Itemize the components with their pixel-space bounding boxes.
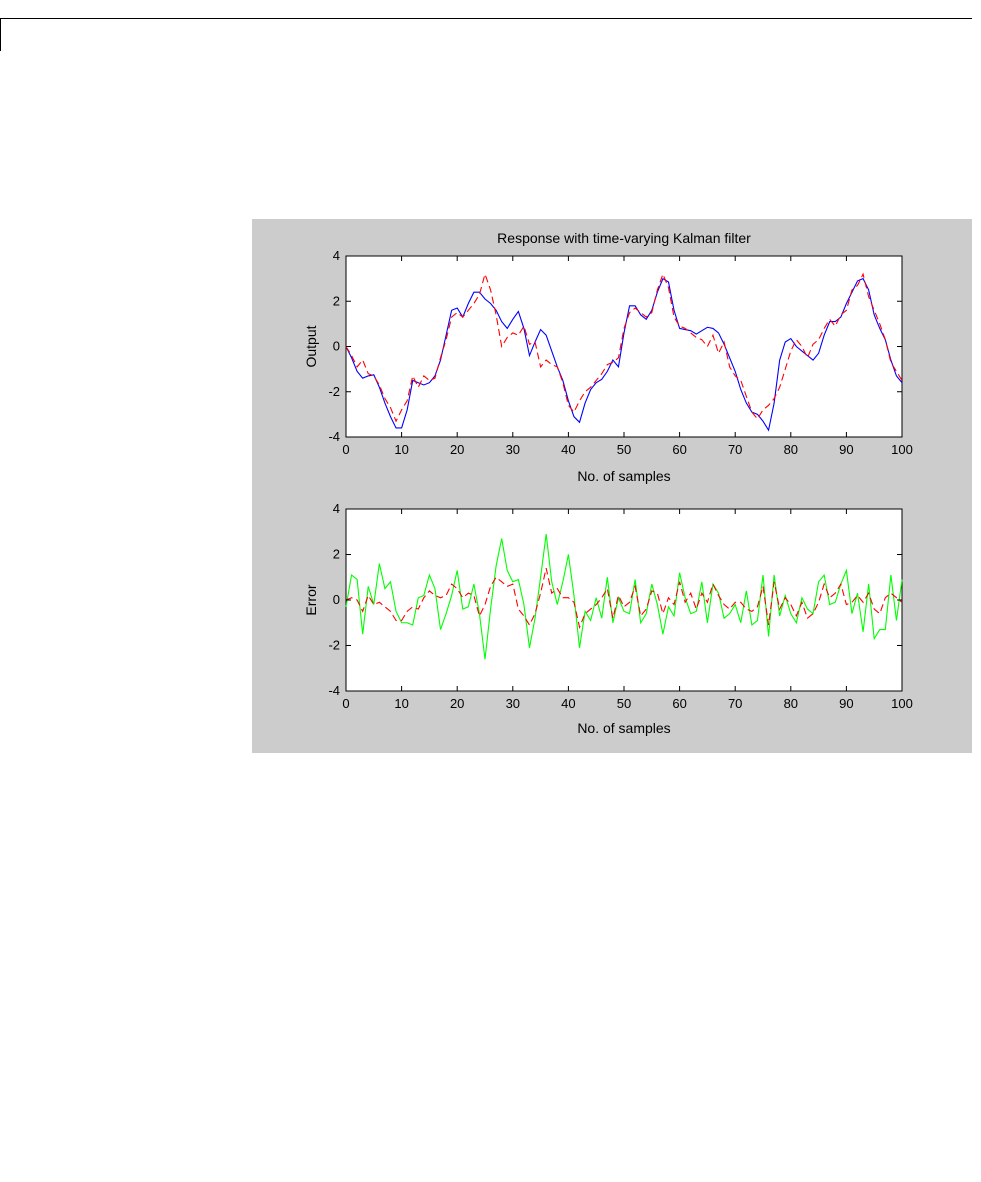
y-tick-label: -4: [328, 683, 340, 698]
series-line-2: [345, 568, 903, 630]
chart-title: Response with time-varying Kalman filter: [497, 230, 751, 246]
y-tick-label: -2: [328, 384, 340, 399]
y-tick-label: 4: [333, 248, 340, 263]
x-tick-label: 80: [784, 696, 798, 711]
x-tick-label: 0: [342, 696, 349, 711]
series-group: [345, 533, 903, 660]
y-tick-label: 2: [333, 547, 340, 562]
x-tick-label: 10: [394, 696, 408, 711]
x-tick-label: 0: [342, 442, 349, 457]
x-tick-label: 70: [728, 442, 742, 457]
x-tick-label: 40: [561, 442, 575, 457]
y-tick-label: 4: [333, 501, 340, 516]
series-line-2: [345, 272, 903, 423]
axes-error: 0 10 20 30 40 50 60 70 80 90 100 -4 -2 0 2 4: [328, 501, 912, 711]
x-tick-label: 90: [839, 696, 853, 711]
x-tick-label: 10: [394, 442, 408, 457]
x-tick-label: 20: [450, 442, 464, 457]
series-group: [345, 272, 903, 432]
y-tick-label: 0: [333, 592, 340, 607]
x-tick-label: 100: [891, 696, 913, 711]
x-tick-label: 90: [839, 442, 853, 457]
page-header-rule: [0, 18, 972, 19]
y-tick-label: -2: [328, 638, 340, 653]
x-axis-label-error: No. of samples: [577, 720, 670, 736]
x-tick-label: 30: [506, 696, 520, 711]
figure-window: Response with time-varying Kalman filter…: [252, 219, 972, 753]
series-line-1: [345, 533, 903, 660]
x-tick-label: 50: [617, 696, 631, 711]
x-tick-label: 70: [728, 696, 742, 711]
page-header-rule-tick: [0, 18, 1, 51]
x-tick-label: 40: [561, 696, 575, 711]
y-tick-label: 2: [333, 293, 340, 308]
x-tick-label: 50: [617, 442, 631, 457]
plot-area: [345, 508, 903, 692]
x-tick-label: 100: [891, 442, 913, 457]
x-tick-label: 60: [672, 696, 686, 711]
x-tick-label: 60: [672, 442, 686, 457]
y-axis-label-output: Output: [303, 325, 319, 367]
x-axis-label-output: No. of samples: [577, 468, 670, 484]
axes-output: 0 10 20 30 40 50 60 70 80 90 100 -4 -2 0 2 4: [328, 248, 912, 457]
x-tick-label: 80: [784, 442, 798, 457]
y-axis-label-error: Error: [303, 584, 319, 615]
x-tick-label: 30: [506, 442, 520, 457]
figure-canvas: Response with time-varying Kalman filter…: [303, 230, 913, 736]
plot-area: [345, 255, 903, 438]
x-tick-label: 20: [450, 696, 464, 711]
y-tick-label: -4: [328, 429, 340, 444]
y-tick-label: 0: [333, 339, 340, 354]
